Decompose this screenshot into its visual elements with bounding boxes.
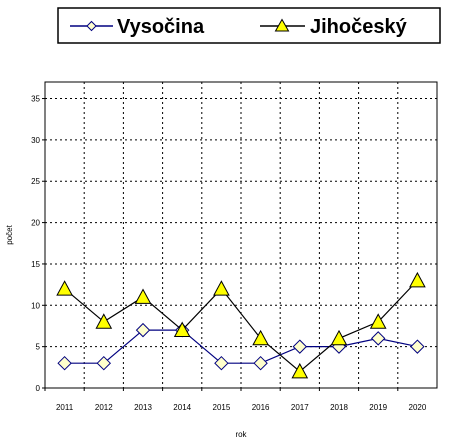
legend-marker-vysocina	[86, 20, 97, 32]
y-tick-label: 0	[36, 384, 41, 393]
point-jihocesky	[95, 313, 113, 329]
point-vysocina	[253, 355, 268, 371]
point-vysocina	[370, 331, 386, 346]
x-tick-label: 2013	[134, 403, 152, 412]
point-jihocesky	[134, 288, 152, 304]
x-tick-label: 2018	[330, 403, 348, 412]
x-tick-label: 2011	[56, 403, 74, 412]
plot-area: 0 5 10 15 20 25 30 35 2011 2012 2013 2014 2015 2016 20…	[31, 81, 438, 412]
point-jihocesky	[252, 329, 269, 346]
y-tick-label: 30	[31, 136, 40, 145]
x-tick-label: 2015	[213, 403, 231, 412]
legend-marker-jihocesky	[274, 18, 290, 32]
point-jihocesky	[173, 321, 191, 337]
point-vysocina	[292, 339, 308, 354]
point-vysocina	[96, 355, 112, 371]
point-jihocesky	[369, 313, 387, 329]
x-tick-label: 2012	[95, 403, 113, 412]
legend-label-vysocina: Vysočina	[117, 16, 205, 38]
x-axis-label: rok	[235, 430, 247, 439]
y-tick-label: 10	[31, 301, 40, 310]
y-tick-label: 5	[36, 343, 41, 352]
point-jihocesky	[213, 280, 230, 296]
point-jihocesky	[409, 271, 426, 288]
point-vysocina	[135, 322, 151, 338]
x-tick-label: 2020	[409, 403, 427, 412]
series-line-vysocina	[64, 329, 418, 364]
point-jihocesky	[56, 280, 73, 296]
series-line-jihocesky	[64, 280, 418, 373]
y-axis-label: počet	[5, 224, 14, 244]
x-tick-label: 2014	[173, 403, 191, 412]
x-tick-label: 2019	[369, 403, 387, 412]
point-jihocesky	[291, 362, 309, 379]
y-tick-label: 35	[31, 95, 40, 104]
point-vysocina	[57, 355, 72, 371]
legend-item-jihocesky: Jihočeský	[260, 16, 408, 38]
point-vysocina	[214, 355, 229, 371]
legend-item-vysocina: Vysočina	[70, 16, 205, 38]
x-tick-label: 2016	[252, 403, 270, 412]
x-tick-label: 2017	[291, 403, 309, 412]
y-tick-label: 25	[31, 177, 40, 186]
legend: Vysočina Jihočeský	[57, 7, 441, 44]
y-tick-label: 15	[31, 260, 40, 269]
y-tick-label: 20	[31, 219, 40, 228]
point-vysocina	[410, 339, 425, 354]
legend-box	[57, 7, 441, 44]
legend-label-jihocesky: Jihočeský	[310, 16, 408, 38]
point-jihocesky	[330, 329, 348, 346]
